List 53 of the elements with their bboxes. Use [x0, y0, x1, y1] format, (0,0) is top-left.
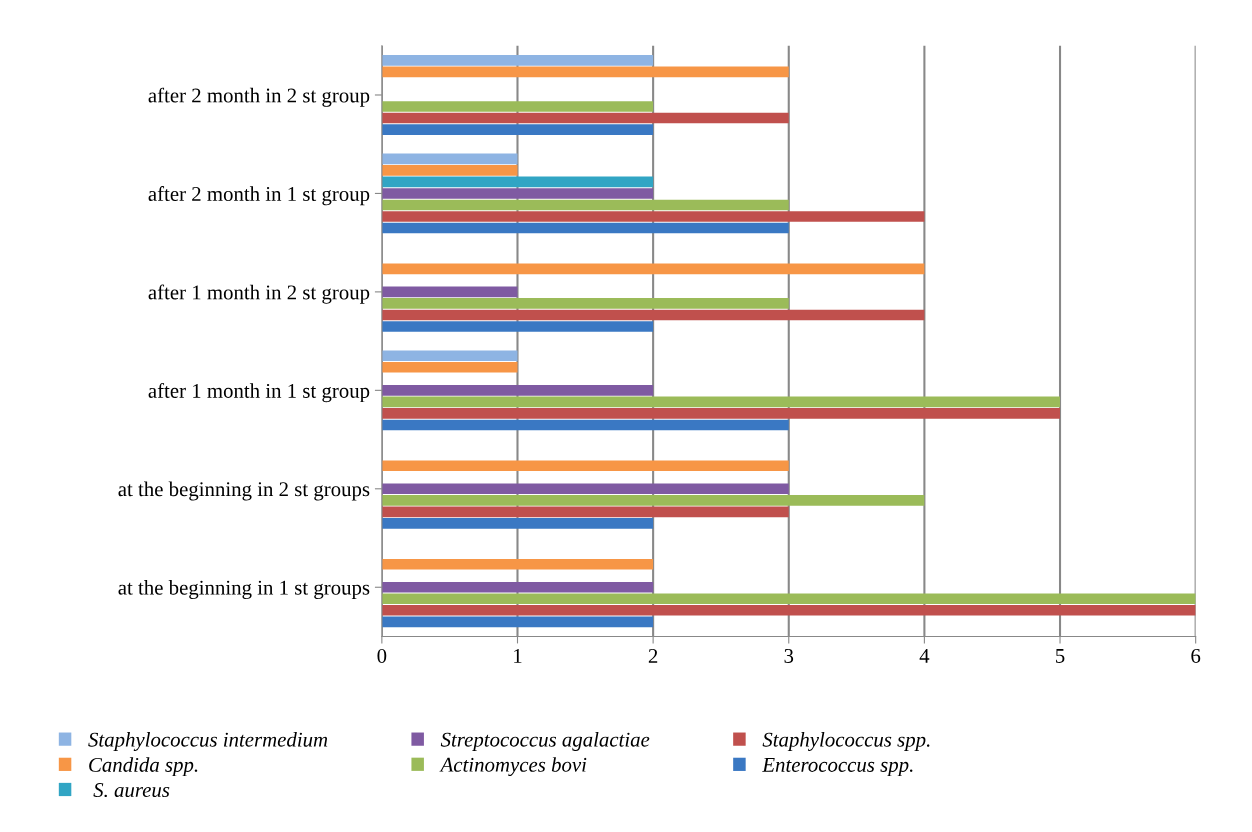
bar [381, 385, 654, 396]
x-tick-label: 6 [1191, 648, 1201, 663]
x-tick-label: 0 [377, 648, 387, 663]
bar [381, 199, 789, 211]
bar [381, 518, 654, 529]
bar [381, 263, 925, 275]
y-tick-label: after 2 month in 1 st group [148, 186, 370, 206]
bar [381, 350, 518, 362]
bar [381, 581, 654, 593]
bar [381, 165, 518, 176]
bar [381, 419, 789, 431]
bar [381, 361, 518, 373]
legend-label: Staphylococcus spp. [762, 732, 930, 751]
x-tick-label: 3 [784, 648, 794, 663]
bar [381, 321, 654, 332]
legend-label: Enterococcus spp. [762, 758, 913, 777]
y-tick-label: after 1 month in 1 st group [148, 383, 370, 403]
bar [381, 66, 789, 78]
legend-label: S. aureus [93, 783, 170, 798]
y-tick-label: after 2 month in 2 st group [148, 87, 370, 107]
bar [381, 309, 925, 321]
legend-label: Staphylococcus intermedium [88, 732, 328, 751]
x-tick-label: 1 [514, 648, 522, 663]
bar [381, 222, 789, 234]
bar [381, 298, 789, 309]
legend-label: Streptococcus agalactiae [440, 732, 650, 751]
bar [381, 460, 789, 472]
bar [381, 124, 654, 135]
bar [381, 55, 654, 66]
x-tick-label: 4 [919, 649, 930, 663]
bar [381, 593, 1196, 605]
x-tick-label: 5 [1056, 649, 1065, 663]
bar [381, 616, 654, 628]
legend-label: Candida spp. [89, 757, 198, 777]
bar [381, 408, 1061, 419]
y-tick-label: after 1 month in 2 st group [148, 284, 370, 304]
legend-label: Actinomyces bovi [439, 757, 587, 777]
bar [381, 286, 518, 298]
bar [381, 483, 789, 495]
y-tick-label: at the beginning in 1 st groups [118, 580, 370, 599]
x-tick-label: 2 [648, 648, 658, 663]
y-tick-label: at the beginning in 2 st groups [118, 481, 370, 501]
bar [381, 495, 925, 506]
bar [381, 153, 518, 165]
bar [381, 211, 925, 222]
bar [381, 101, 654, 112]
bar [381, 188, 654, 199]
bar [381, 112, 789, 124]
bar [381, 506, 789, 518]
bar [381, 396, 1061, 408]
bar [381, 605, 1196, 616]
bar [381, 558, 654, 570]
bar [381, 176, 654, 188]
